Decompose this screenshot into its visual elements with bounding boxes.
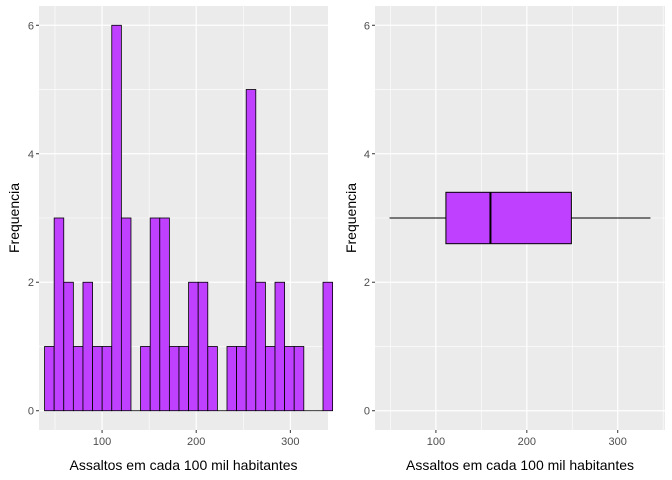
histogram-bar	[197, 281, 209, 412]
boxplot-y-axis-title: Frequencia	[343, 183, 359, 253]
histogram-bar	[92, 346, 103, 412]
histogram-bar	[168, 346, 180, 412]
boxplot-box	[445, 191, 572, 245]
histogram-bar	[293, 346, 305, 412]
boxplot-y-ticks: 0 2 4 6	[364, 20, 375, 418]
histogram-bar	[284, 346, 295, 412]
histogram-bar	[82, 281, 93, 412]
histogram-bar	[159, 217, 170, 412]
histogram-bar	[63, 281, 74, 412]
x-tick-label: 200	[187, 436, 205, 448]
histogram-bar	[255, 281, 266, 412]
histogram-x-ticks: 100 200 300	[93, 430, 300, 448]
histogram-bar	[264, 346, 276, 412]
x-tick-label: 100	[427, 436, 445, 448]
x-tick-label: 200	[518, 436, 536, 448]
y-tick-label: 2	[28, 277, 34, 289]
histogram-bar	[120, 217, 132, 412]
histogram-bar	[236, 346, 247, 412]
histogram-y-ticks: 0 2 4 6	[28, 20, 39, 418]
histogram-bar	[101, 346, 113, 412]
boxplot-chart: 0 2 4 6 100 200 300 Assaltos em cada 100 mil …	[343, 6, 665, 473]
boxplot-marks	[389, 191, 651, 245]
histogram-bar	[53, 217, 65, 412]
y-tick-label: 6	[364, 20, 370, 32]
histogram-bar	[44, 346, 55, 412]
histogram-bar	[207, 346, 218, 412]
y-tick-label: 4	[28, 149, 34, 161]
histogram-bar	[111, 24, 122, 412]
y-tick-label: 2	[364, 277, 370, 289]
histogram-bar	[274, 281, 286, 412]
histogram-bar	[178, 346, 189, 412]
histogram-bar	[322, 281, 334, 412]
histogram-chart: 0 2 4 6 100 200 300 Assaltos em cada 100 mil …	[6, 6, 334, 473]
histogram-bar	[226, 346, 237, 412]
y-tick-label: 0	[364, 406, 370, 418]
boxplot-x-axis-title: Assaltos em cada 100 mil habitantes	[406, 457, 634, 473]
y-tick-label: 4	[364, 149, 370, 161]
histogram-bars	[44, 24, 334, 412]
histogram-bar	[149, 217, 161, 412]
x-tick-label: 100	[93, 436, 111, 448]
y-tick-label: 0	[28, 406, 34, 418]
histogram-bar	[72, 346, 84, 412]
histogram-bar	[245, 89, 257, 412]
histogram-x-axis-title: Assaltos em cada 100 mil habitantes	[69, 457, 297, 473]
histogram-bar	[140, 346, 151, 412]
histogram-bar	[188, 281, 199, 412]
y-tick-label: 6	[28, 20, 34, 32]
x-tick-label: 300	[609, 436, 627, 448]
histogram-y-axis-title: Frequencia	[6, 183, 22, 253]
x-tick-label: 300	[281, 436, 299, 448]
boxplot-x-ticks: 100 200 300	[427, 430, 627, 448]
